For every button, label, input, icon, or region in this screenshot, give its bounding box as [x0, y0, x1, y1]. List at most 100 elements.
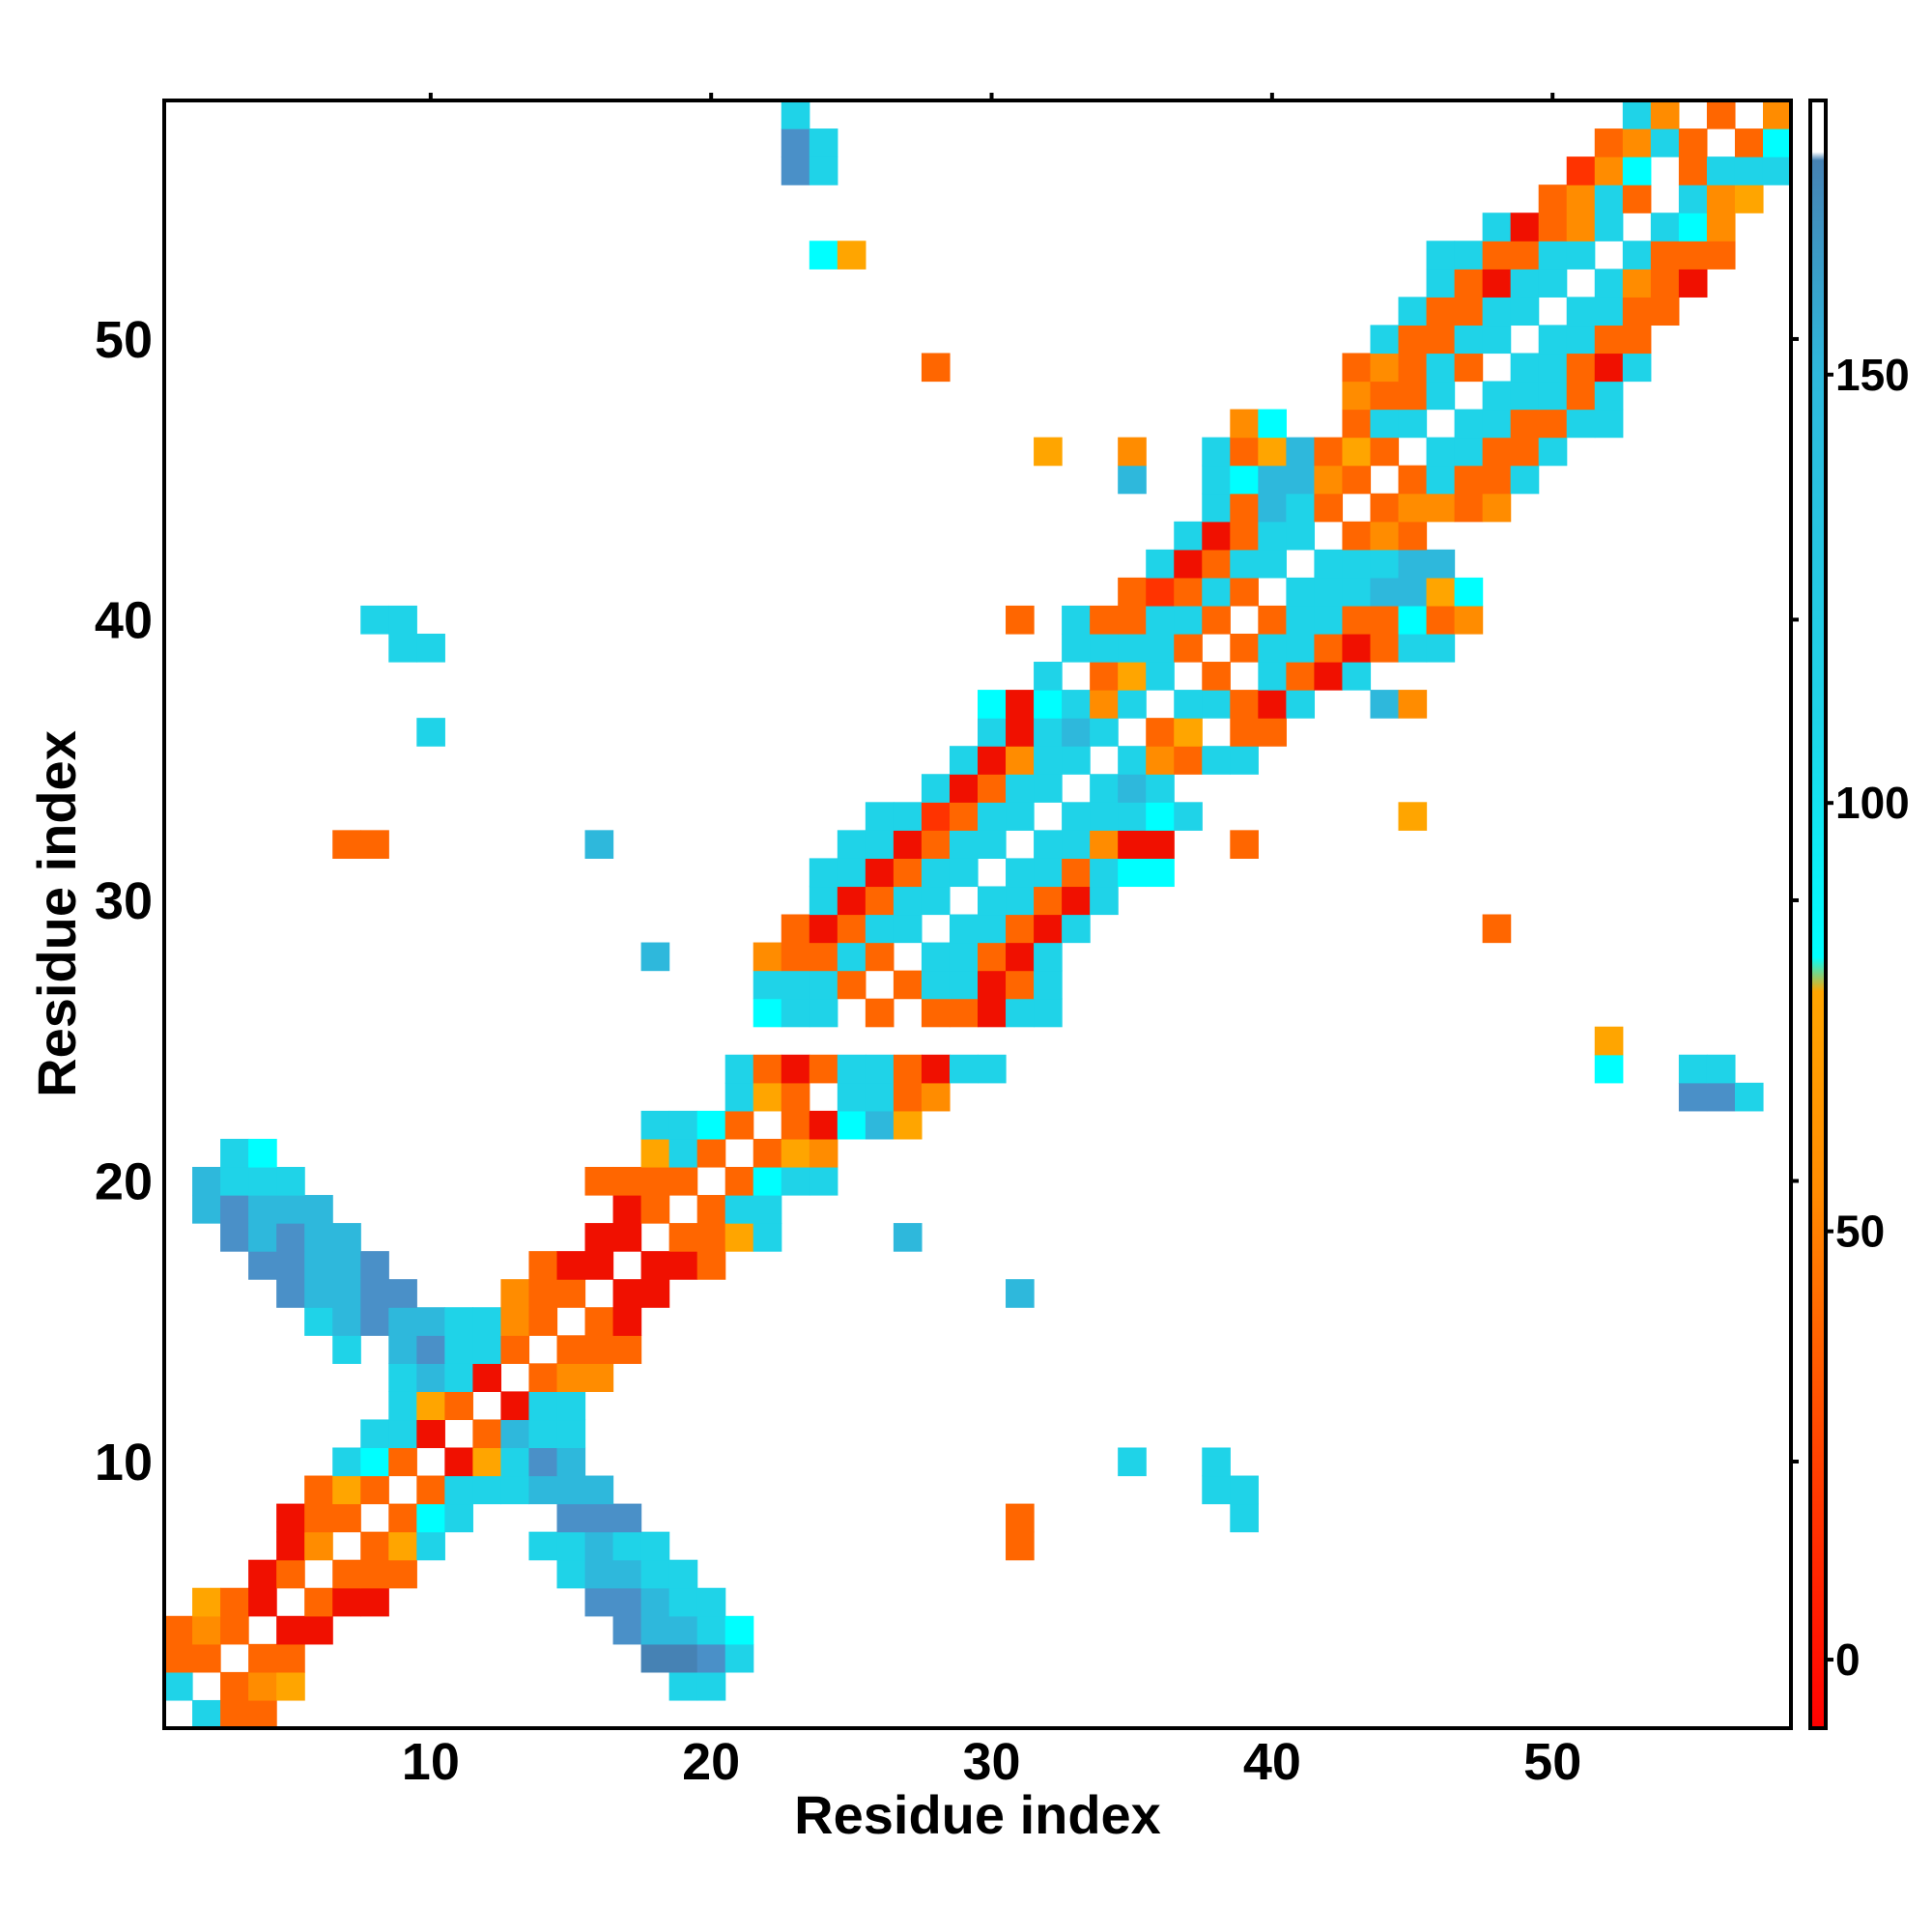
heatmap-cell: [304, 1195, 333, 1224]
heatmap-cell: [248, 1559, 277, 1589]
heatmap-cell: [949, 914, 979, 944]
heatmap-cell: [1006, 605, 1035, 635]
heatmap-cell: [1342, 465, 1372, 495]
heatmap-cell: [360, 605, 389, 635]
heatmap-cell: [1202, 437, 1231, 467]
heatmap-cell: [809, 886, 838, 916]
heatmap-cell: [1090, 858, 1119, 888]
heatmap-cell: [921, 970, 951, 1000]
heatmap-cell: [809, 970, 838, 1000]
heatmap-cell: [668, 1223, 698, 1252]
heatmap-cell: [276, 1531, 305, 1561]
heatmap-cell: [1482, 325, 1512, 355]
heatmap-cell: [1006, 718, 1035, 747]
heatmap-cell: [276, 1279, 305, 1308]
heatmap-cell: [220, 1138, 249, 1168]
heatmap-cell: [1342, 662, 1372, 691]
heatmap-cell: [1146, 605, 1175, 635]
heatmap-cell: [528, 1475, 558, 1505]
heatmap-cell: [949, 1054, 979, 1084]
heatmap-cell: [388, 1503, 417, 1533]
heatmap-cell: [1174, 718, 1203, 747]
heatmap-cell: [1370, 549, 1400, 579]
heatmap-cell: [304, 1587, 333, 1617]
heatmap-cell: [668, 1251, 698, 1280]
heatmap-cell: [1482, 914, 1512, 944]
heatmap-cell: [893, 1082, 923, 1112]
heatmap-cell: [1286, 493, 1316, 523]
heatmap-cell: [1062, 858, 1091, 888]
heatmap-cell: [1202, 1447, 1231, 1477]
heatmap-cell: [192, 1615, 221, 1645]
heatmap-cell: [1734, 156, 1764, 185]
heatmap-cell: [1482, 381, 1512, 411]
heatmap-cell: [1090, 802, 1119, 831]
heatmap-cell: [416, 1363, 445, 1392]
heatmap-cell: [1118, 746, 1147, 775]
heatmap-cell: [1286, 465, 1316, 495]
heatmap-cell: [1062, 830, 1091, 859]
heatmap-cell: [1286, 605, 1316, 635]
heatmap-cell: [1426, 493, 1456, 523]
heatmap-cell: [724, 1643, 754, 1673]
heatmap-cell: [978, 746, 1007, 775]
heatmap-cell: [192, 1699, 221, 1729]
heatmap-cell: [1286, 577, 1316, 607]
heatmap-cell: [696, 1643, 726, 1673]
heatmap-cell: [584, 1475, 614, 1505]
heatmap-cell: [1146, 802, 1175, 831]
heatmap-cell: [332, 1335, 361, 1364]
heatmap-cell: [865, 942, 895, 972]
heatmap-cell: [921, 998, 951, 1028]
heatmap-cell: [1006, 942, 1035, 972]
heatmap-cell: [1118, 858, 1147, 888]
heatmap-cell: [444, 1503, 473, 1533]
heatmap-cell: [612, 1279, 642, 1308]
heatmap-cell: [1566, 353, 1596, 383]
heatmap-cell: [500, 1279, 530, 1308]
heatmap-cell: [753, 1082, 782, 1112]
heatmap-cell: [921, 858, 951, 888]
heatmap-cell: [1622, 269, 1652, 298]
heatmap-cell: [1034, 942, 1063, 972]
heatmap-cell: [837, 1110, 867, 1140]
heatmap-cell: [1202, 465, 1231, 495]
heatmap-cell: [1314, 493, 1344, 523]
heatmap-cell: [1258, 521, 1287, 551]
heatmap-cell: [865, 998, 895, 1028]
heatmap-cell: [668, 1643, 698, 1673]
heatmap-cell: [1034, 718, 1063, 747]
heatmap-cell: [1342, 353, 1372, 383]
heatmap-cell: [416, 1475, 445, 1505]
heatmap-cell: [1034, 774, 1063, 803]
heatmap-cell: [1398, 353, 1428, 383]
heatmap-cell: [500, 1391, 530, 1421]
heatmap-cell: [949, 942, 979, 972]
heatmap-cell: [1342, 549, 1372, 579]
heatmap-cell: [444, 1307, 473, 1336]
heatmap-cell: [1482, 241, 1512, 270]
heatmap-cell: [1762, 128, 1792, 157]
heatmap-cell: [724, 1166, 754, 1196]
heatmap-cell: [1230, 1475, 1259, 1505]
heatmap-cell: [192, 1195, 221, 1224]
x-tick-label: 50: [1523, 1733, 1581, 1791]
heatmap-cell: [696, 1195, 726, 1224]
heatmap-cell: [1258, 662, 1287, 691]
colorbar-ticks: 0 50 100 150: [1826, 350, 1910, 1685]
heatmap-cell: [192, 1166, 221, 1196]
heatmap-cell: [1286, 662, 1316, 691]
heatmap-cell: [1230, 437, 1259, 467]
heatmap-cell: [1538, 381, 1568, 411]
heatmap-cell: [1006, 1531, 1035, 1561]
heatmap-cell: [1258, 409, 1287, 439]
heatmap-cell: [1062, 633, 1091, 663]
y-axis-title: Residue index: [26, 730, 87, 1097]
heatmap-cell: [1202, 493, 1231, 523]
heatmap-cell: [360, 1419, 389, 1449]
heatmap-cell: [1566, 381, 1596, 411]
heatmap-cell: [1622, 128, 1652, 157]
heatmap-cell: [304, 1251, 333, 1280]
heatmap-cell: [724, 1223, 754, 1252]
